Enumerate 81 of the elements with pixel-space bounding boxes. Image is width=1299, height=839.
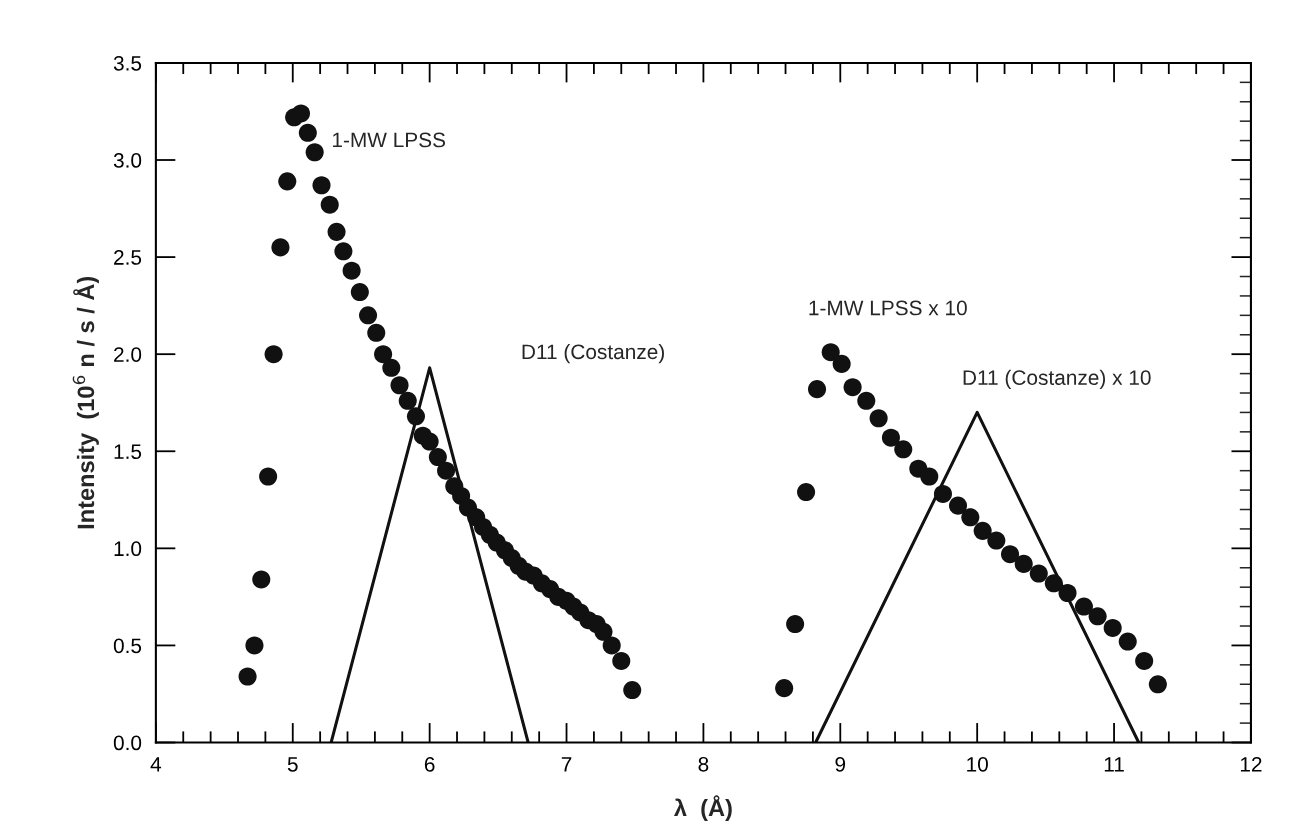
- x-tick-label: 5: [287, 757, 298, 772]
- point: [1001, 545, 1020, 564]
- point: [961, 508, 980, 527]
- x-axis-title: λ (Å): [674, 795, 732, 822]
- point: [298, 123, 317, 142]
- point: [259, 467, 278, 486]
- point: [832, 354, 851, 373]
- point: [821, 343, 840, 362]
- point: [1029, 564, 1048, 583]
- point: [987, 531, 1006, 550]
- point: [305, 143, 324, 162]
- point: [342, 261, 361, 280]
- x-tick-label: 4: [150, 757, 162, 772]
- y-tick-label: 0.0: [113, 735, 142, 751]
- point: [807, 380, 827, 399]
- point: [594, 622, 613, 641]
- annotation: 1-MW LPSS: [332, 132, 446, 148]
- point: [1135, 651, 1154, 670]
- point: [320, 195, 339, 214]
- y-tick-label: 1.0: [114, 541, 142, 557]
- point: [312, 176, 331, 195]
- point: [428, 448, 447, 467]
- point: [881, 428, 900, 447]
- point: [327, 222, 346, 241]
- point: [398, 391, 417, 410]
- point: [843, 378, 862, 397]
- y-axis-title: Intensity (10$^{6}$ n / s / Å): [72, 276, 99, 529]
- annotation: D11 (Costanze): [522, 343, 664, 364]
- point: [359, 306, 378, 325]
- point: [1058, 583, 1077, 603]
- x-tick-label: 10: [967, 756, 988, 772]
- point: [1044, 574, 1063, 593]
- y-tick-label: 3.0: [113, 153, 142, 168]
- point: [933, 484, 952, 504]
- point: [264, 345, 283, 364]
- x-tick-label: 7: [561, 757, 572, 772]
- annotation: D11 (Costanze) x 10: [963, 369, 1151, 390]
- point: [786, 615, 805, 634]
- point: [238, 667, 257, 686]
- point: [948, 496, 968, 515]
- point: [271, 238, 290, 257]
- point: [1103, 618, 1122, 637]
- y-tick-label: 3.5: [113, 55, 142, 71]
- point: [420, 432, 439, 451]
- point: [797, 483, 816, 502]
- point: [612, 651, 631, 670]
- point: [278, 172, 297, 191]
- y-tick-label: 2.5: [114, 250, 142, 265]
- x-tick-label: 9: [835, 756, 846, 772]
- point: [894, 440, 913, 459]
- point: [1014, 554, 1033, 573]
- point: [973, 521, 992, 540]
- point: [374, 345, 393, 364]
- point: [291, 104, 310, 123]
- x-tick-label: 11: [1104, 757, 1124, 772]
- point: [245, 636, 264, 655]
- point: [390, 376, 409, 395]
- x-tick-label: 8: [698, 756, 709, 772]
- point: [869, 409, 888, 428]
- x-tick-label: 6: [424, 756, 435, 772]
- x-tick-label: 12: [1240, 756, 1262, 772]
- point: [437, 461, 456, 480]
- y-tick-label: 2.0: [114, 347, 142, 362]
- point: [1088, 607, 1107, 626]
- annotation: 1-MW LPSS x 10: [809, 300, 967, 316]
- point: [367, 323, 386, 342]
- point: [623, 681, 642, 700]
- point: [1074, 597, 1093, 616]
- y-tick-label: 0.5: [113, 638, 142, 654]
- point: [857, 391, 876, 410]
- point: [602, 636, 621, 655]
- point: [350, 283, 369, 302]
- point: [775, 679, 794, 698]
- point: [920, 467, 939, 486]
- point: [382, 358, 401, 377]
- point: [406, 407, 425, 426]
- point: [252, 570, 271, 589]
- point: [1118, 632, 1137, 651]
- point: [1148, 675, 1167, 694]
- point: [334, 242, 353, 261]
- y-tick-label: 1.5: [114, 444, 142, 460]
